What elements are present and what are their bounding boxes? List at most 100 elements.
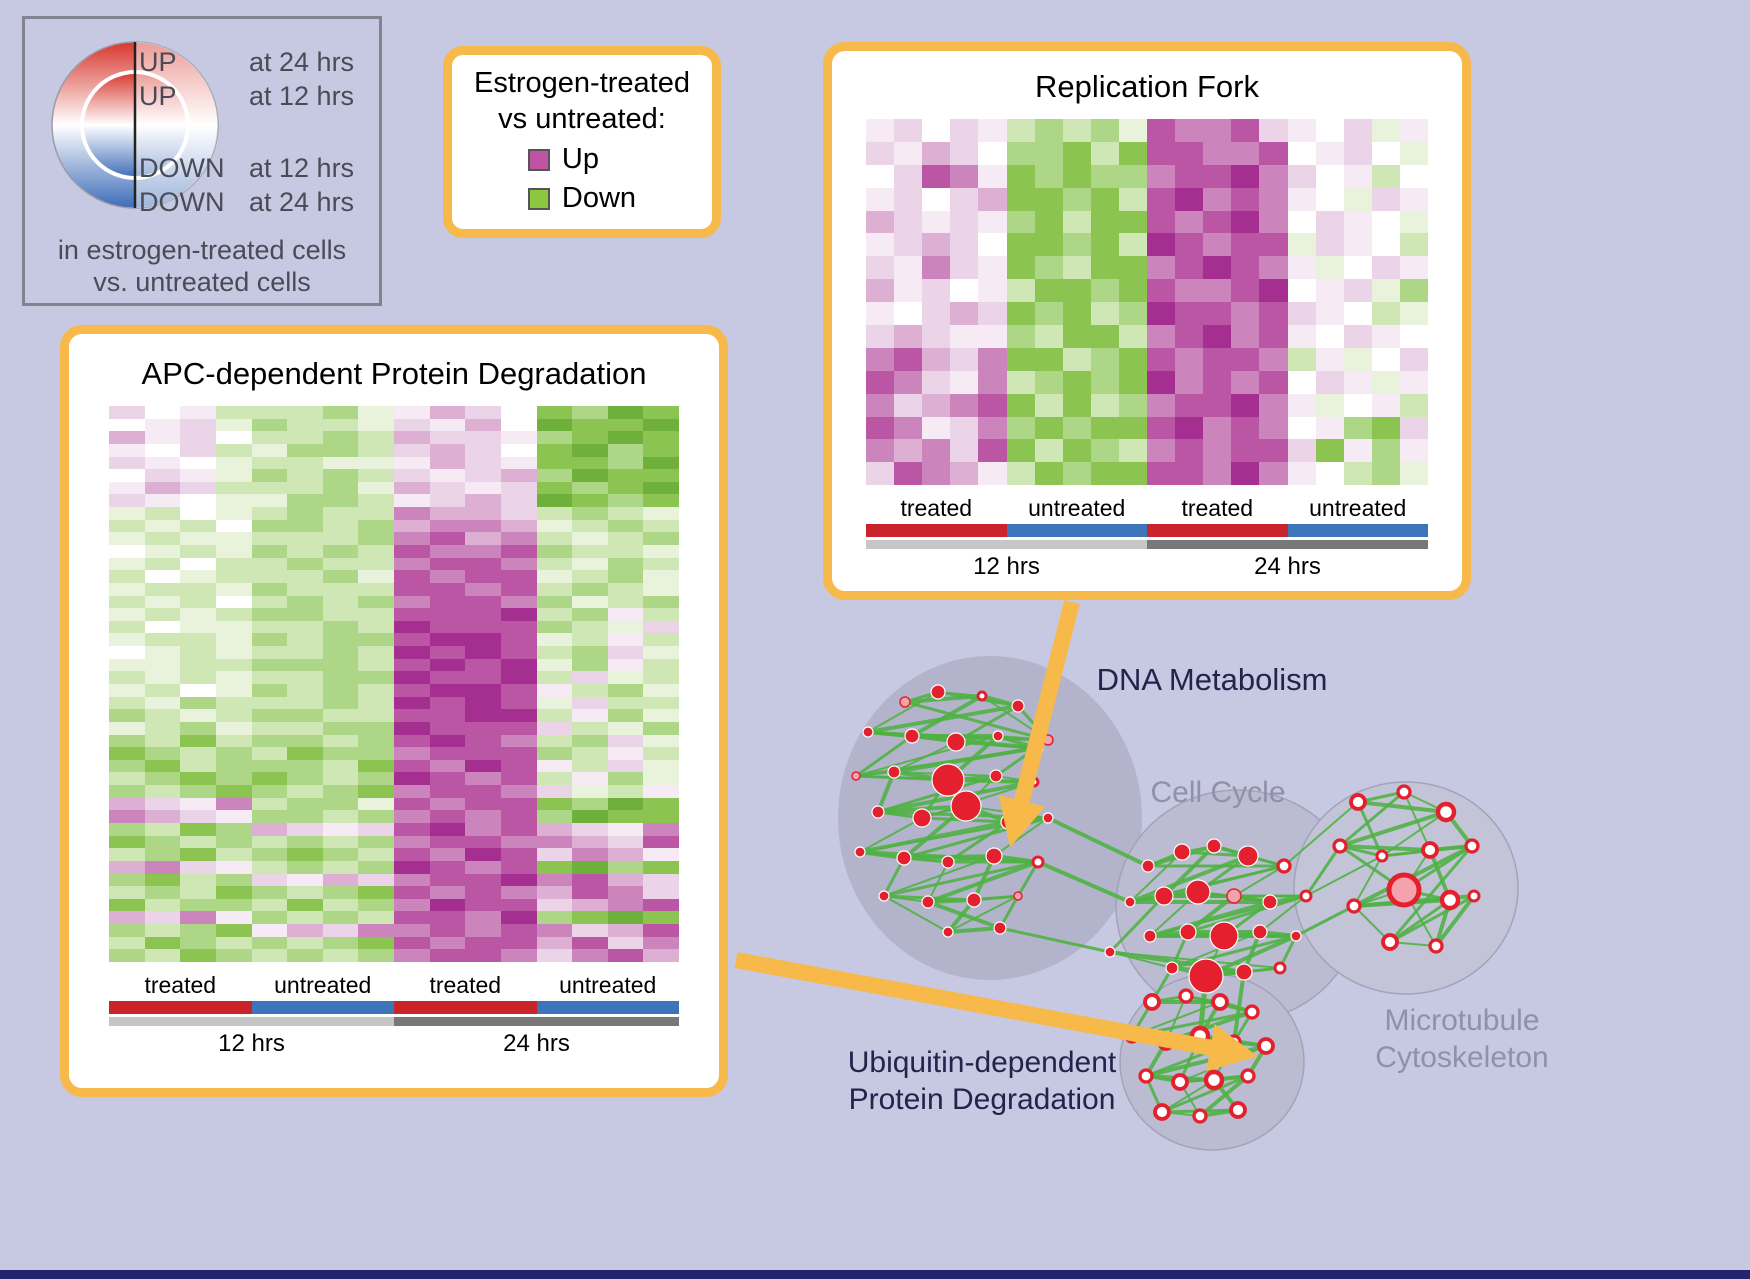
down-label: Down <box>561 182 637 214</box>
heatmap-cell <box>251 671 288 684</box>
heatmap-cell <box>1399 119 1428 142</box>
heatmap-cell <box>572 785 608 798</box>
heatmap-cell <box>894 347 923 371</box>
heatmap-cell <box>287 633 323 647</box>
heatmap-cell <box>922 370 951 394</box>
heatmap-cell <box>1371 347 1400 371</box>
heatmap-cell <box>429 418 466 432</box>
heatmap-cell <box>1287 416 1316 440</box>
network-node <box>1185 879 1211 905</box>
heatmap-cell <box>287 734 323 748</box>
heatmap-cell <box>180 785 216 798</box>
heatmap-cell <box>1203 370 1232 394</box>
heatmap-cell <box>572 469 608 482</box>
heatmap-cell <box>572 924 608 937</box>
untreated-bar-segment <box>251 1001 394 1014</box>
heatmap-cell <box>978 141 1007 165</box>
group-label: untreated <box>274 972 372 998</box>
heatmap-cell <box>1399 279 1428 303</box>
heatmap-cell <box>1062 187 1091 211</box>
heatmap-cell <box>1259 279 1288 303</box>
heatmap-cell <box>1034 393 1063 417</box>
heatmap-cell <box>215 911 252 925</box>
heatmap-cell <box>922 187 951 211</box>
heatmap-cell <box>144 595 181 609</box>
heatmap-cell <box>536 532 573 545</box>
heatmap-cell <box>287 860 323 874</box>
heatmap-cell <box>144 873 181 887</box>
heatmap-cell <box>500 582 537 596</box>
heatmap-cell <box>607 797 644 811</box>
heatmap-cell <box>500 481 537 495</box>
network-node <box>976 690 988 702</box>
heatmap-cell <box>1259 233 1288 257</box>
heatmap-cell <box>144 671 181 684</box>
heatmap-cell <box>180 646 216 659</box>
heatmap-cell <box>536 747 573 760</box>
heatmap-cell <box>1343 233 1372 257</box>
network-node <box>862 726 874 738</box>
heatmap-cell <box>500 469 537 482</box>
heatmap-cell <box>1118 324 1147 348</box>
bottom-border-strip <box>0 1270 1750 1279</box>
heatmap-cell <box>607 418 644 432</box>
heatmap-cell <box>180 620 216 634</box>
heatmap-cell <box>180 709 216 722</box>
heatmap-cell <box>643 431 679 444</box>
heatmap-cell <box>1006 164 1035 188</box>
heatmap-cell <box>607 557 644 571</box>
heatmap-cell <box>322 646 359 659</box>
heatmap-cell <box>394 721 430 735</box>
heatmap-cell <box>1259 164 1288 188</box>
heatmap-cell <box>572 418 608 432</box>
heatmap-cell <box>358 747 394 760</box>
heatmap-cell <box>144 646 181 659</box>
heatmap-cell <box>607 469 644 482</box>
heatmap-cell <box>1343 347 1372 371</box>
heatmap-cell <box>643 519 679 533</box>
heatmap-cell <box>251 545 288 558</box>
heatmap-cell <box>1203 347 1232 371</box>
network-node <box>854 846 866 858</box>
heatmap-cell <box>1118 164 1147 188</box>
network-node <box>942 926 954 938</box>
heatmap-cell <box>1315 439 1344 463</box>
heatmap-cell <box>322 671 359 684</box>
heatmap-cell <box>1343 164 1372 188</box>
heatmap-cell <box>1287 324 1316 348</box>
heatmap-cell <box>429 709 466 722</box>
heatmap-cell <box>1231 187 1260 211</box>
network-node <box>1257 1037 1275 1055</box>
heatmap-cell <box>950 141 979 165</box>
heatmap-cell <box>572 823 608 836</box>
heatmap-cell <box>1287 462 1316 486</box>
heatmap-cell <box>643 759 679 773</box>
heatmap-cell <box>322 443 359 457</box>
heatmap-cell <box>866 141 895 165</box>
heatmap-cell <box>287 759 323 773</box>
heatmap-cell <box>1175 233 1204 257</box>
heatmap-cell <box>1231 302 1260 325</box>
heatmap-cell <box>572 456 608 470</box>
heatmap-cell <box>394 443 430 457</box>
heatmap-cell <box>1259 416 1288 440</box>
heatmap-cell <box>572 658 608 672</box>
heatmap-cell <box>1343 439 1372 463</box>
heatmap-cell <box>322 494 359 508</box>
heatmap-cell <box>922 302 951 325</box>
heatmap-cell <box>429 595 466 609</box>
heatmap-cell <box>536 924 573 937</box>
heatmap-cell <box>215 734 252 748</box>
heatmap-cell <box>429 759 466 773</box>
heatmap-cell <box>358 848 394 861</box>
heatmap-cell <box>251 709 288 722</box>
heatmap-cell <box>1315 187 1344 211</box>
heatmap-cell <box>251 848 288 861</box>
heatmap-cell <box>429 406 466 419</box>
heatmap-cell <box>607 936 644 950</box>
heatmap-cell <box>358 734 394 748</box>
heatmap-cell <box>572 494 608 508</box>
legend-direction: DOWN <box>139 153 225 183</box>
legend-row: UP at 12 hrs <box>25 81 379 113</box>
heatmap-cell <box>643 684 679 697</box>
